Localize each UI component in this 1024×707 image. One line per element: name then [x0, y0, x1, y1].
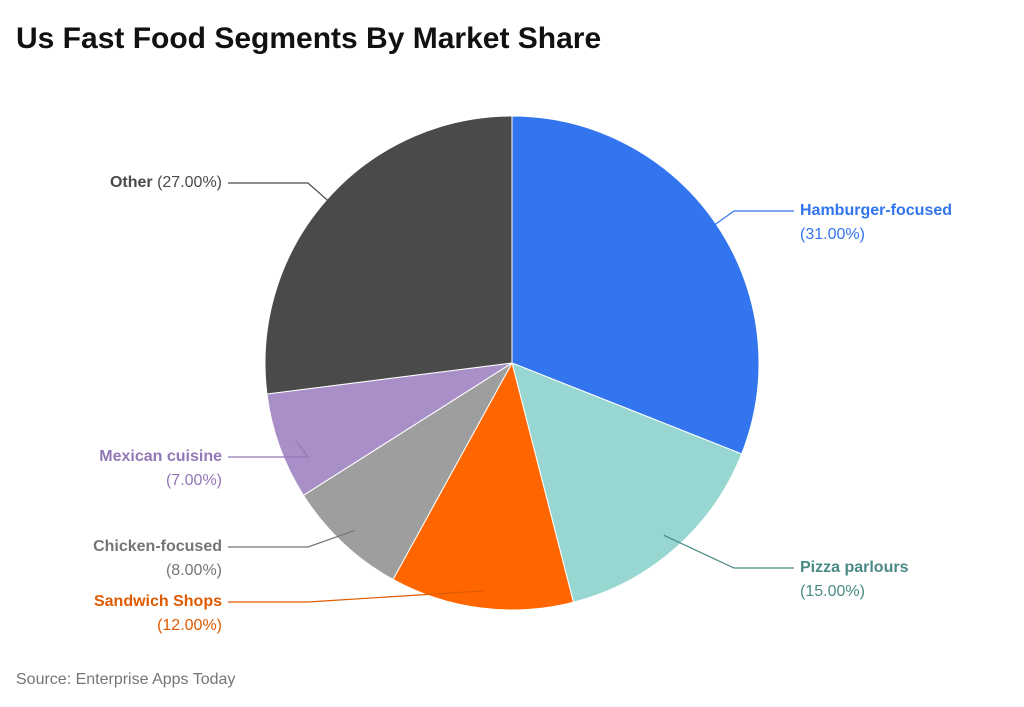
leader-line — [228, 440, 310, 458]
pie-slice — [266, 362, 513, 497]
category-label: Hamburger-focused — [800, 202, 952, 219]
leader-line — [228, 529, 355, 548]
value-label: (8.00%) — [166, 562, 222, 579]
pie-slice — [302, 362, 513, 581]
leader-line — [228, 182, 341, 212]
pie-slice — [392, 361, 575, 611]
category-label: Sandwich Shops — [94, 593, 222, 610]
pie-slice — [264, 115, 513, 395]
slice-label: Other (27.00%) — [110, 174, 222, 191]
leader-line — [228, 590, 484, 603]
chart-title: Us Fast Food Segments By Market Share — [16, 22, 601, 55]
leader-line — [701, 210, 794, 235]
value-label: (27.00%) — [157, 174, 222, 191]
category-label: Other — [110, 174, 153, 191]
source: Source: Enterprise Apps Today — [16, 671, 235, 688]
value-label: (7.00%) — [166, 472, 222, 489]
pie-slice — [511, 362, 743, 603]
value-label: (31.00%) — [800, 226, 865, 243]
category-label: Chicken-focused — [93, 538, 222, 555]
category-label: Pizza parlours — [800, 559, 909, 576]
value-label: (15.00%) — [800, 583, 865, 600]
value-label: (12.00%) — [157, 617, 222, 634]
category-label: Mexican cuisine — [99, 448, 222, 465]
leader-line — [663, 534, 794, 569]
